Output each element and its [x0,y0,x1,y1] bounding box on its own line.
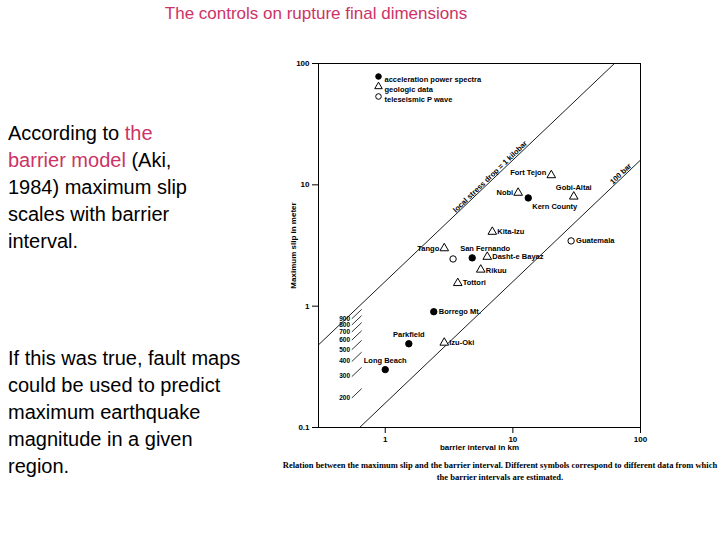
html-text:The controls on rupture final: The controls on rupture final dimensions [164,4,468,23]
svg-text:200: 200 [339,394,350,401]
svg-text:800: 800 [339,321,350,328]
svg-text:Kern County: Kern County [532,202,578,211]
svg-text:Fort Tejon: Fort Tejon [510,168,547,177]
svg-text:10: 10 [508,435,518,445]
svg-text:Gobi-Altai: Gobi-Altai [556,183,592,192]
svg-text:400: 400 [339,357,350,364]
svg-text:Tango: Tango [417,244,439,253]
svg-text:1: 1 [305,302,310,311]
svg-text:geologic data: geologic data [385,85,434,94]
svg-text:1: 1 [383,435,388,444]
svg-text:0.1: 0.1 [298,423,310,432]
svg-text:local stress drop = 1 kilobar: local stress drop = 1 kilobar [451,138,529,215]
svg-text:100: 100 [296,59,310,68]
html-text:If this was true, fault maps c: If this was true, fault maps could be us… [8,347,241,477]
svg-text:Tottori: Tottori [463,278,486,287]
svg-text:barrier interval in km: barrier interval in km [440,443,519,452]
svg-text:Izu-Oki: Izu-Oki [449,338,474,347]
svg-text:Long Beach: Long Beach [364,356,407,365]
svg-text:300: 300 [339,372,350,379]
svg-text:Dasht-e Bayaz: Dasht-e Bayaz [492,252,544,261]
svg-text:700: 700 [339,328,350,335]
svg-text:500: 500 [339,346,350,353]
svg-text:900: 900 [339,315,350,322]
svg-text:Borrego Mt.: Borrego Mt. [439,307,481,316]
svg-text:acceleration power spectra: acceleration power spectra [385,75,483,84]
svg-text:600: 600 [339,336,350,343]
html-text:According to the barrier model: According to the barrier model (Aki, 198… [8,122,187,252]
svg-text:10: 10 [301,180,310,189]
svg-text:Guatemala: Guatemala [576,236,615,245]
svg-text:Kita-Izu: Kita-Izu [497,227,525,236]
svg-text:100: 100 [634,435,648,444]
svg-text:San Fernando: San Fernando [460,244,511,254]
svg-text:100 bar: 100 bar [608,161,633,186]
svg-text:Maximum slip in meter: Maximum slip in meter [289,202,298,288]
svg-text:Rikuu: Rikuu [486,266,507,275]
svg-text:Nobi: Nobi [496,188,513,197]
svg-text:Parkfield: Parkfield [393,330,425,339]
html-text:Relation between the maximum s: Relation between the maximum slip and th… [282,460,718,482]
svg-text:teleseismic P wave: teleseismic P wave [385,95,453,104]
